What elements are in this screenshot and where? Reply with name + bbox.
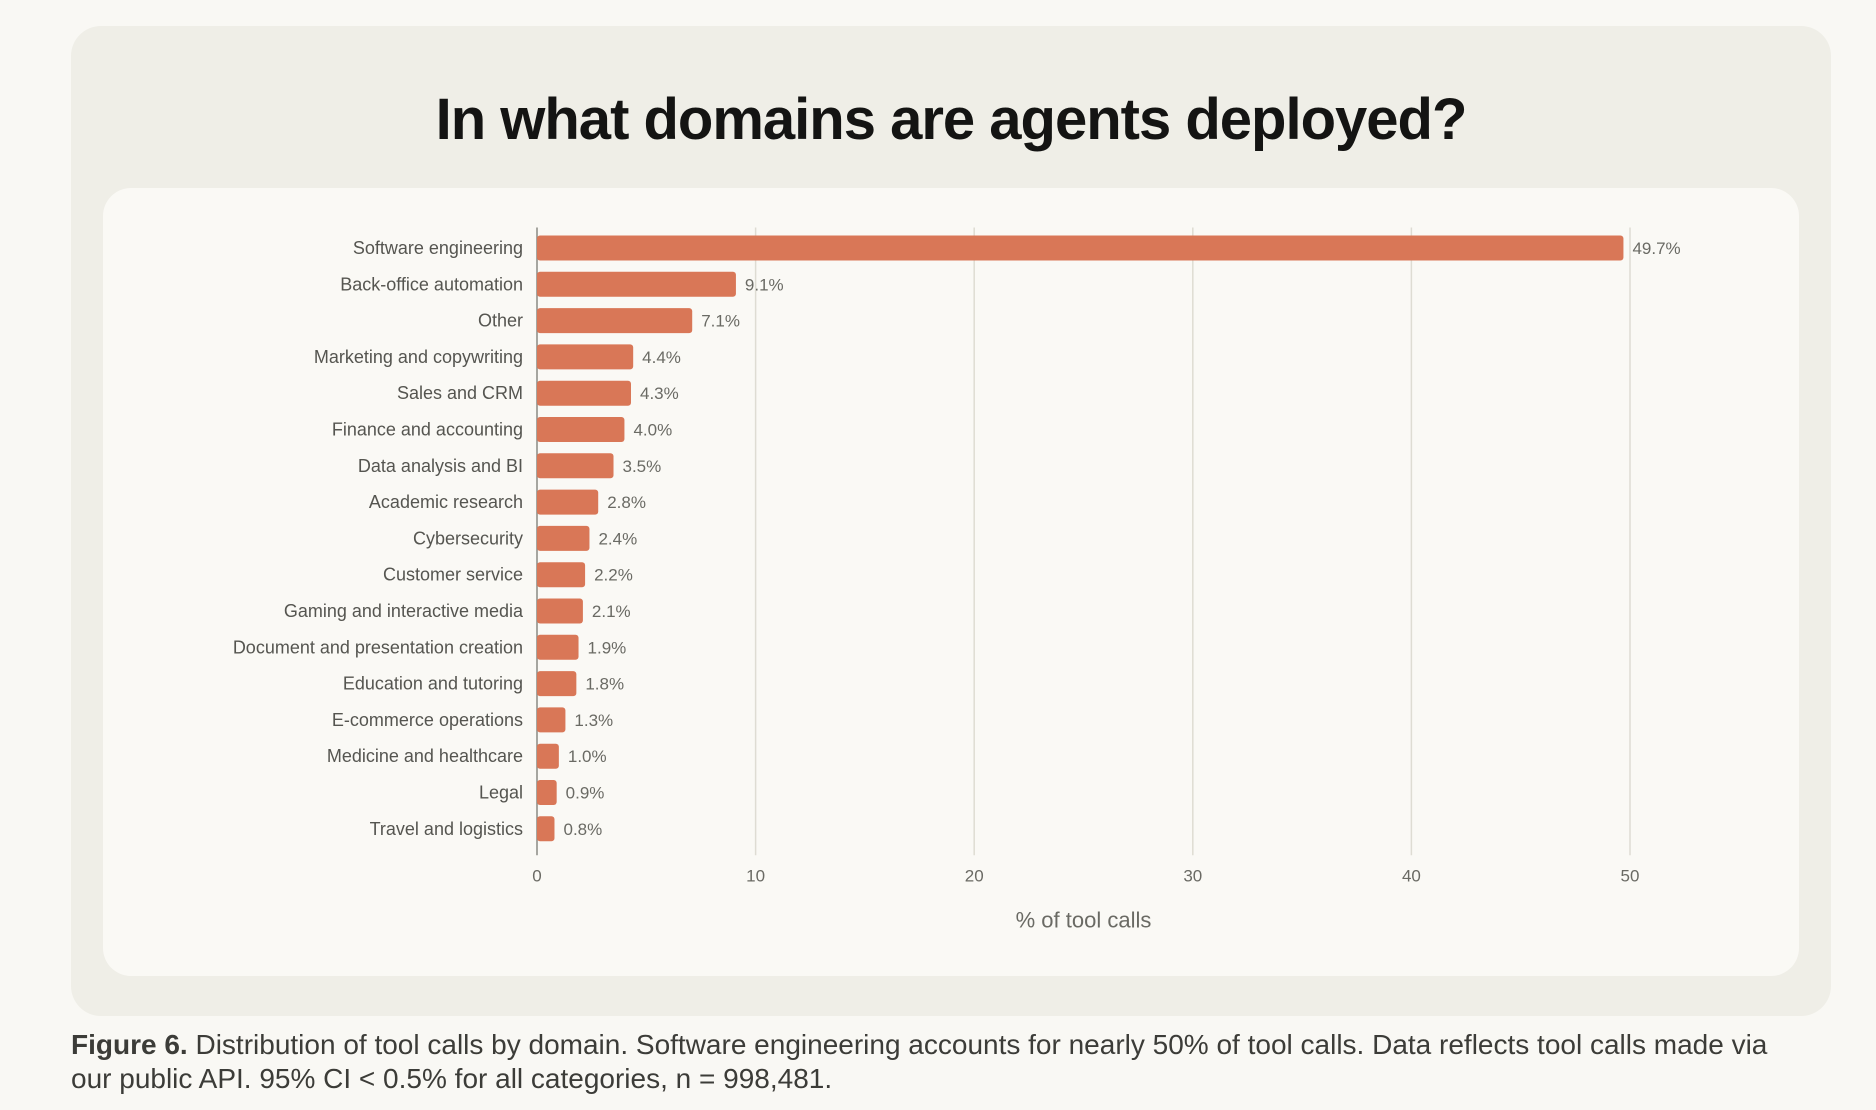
bar bbox=[537, 562, 586, 588]
value-label: 2.2% bbox=[594, 566, 633, 585]
category-label: E-commerce operations bbox=[332, 710, 523, 730]
value-label: 2.1% bbox=[592, 602, 631, 621]
value-label: 4.4% bbox=[642, 348, 681, 367]
category-label: Education and tutoring bbox=[343, 674, 523, 694]
value-label: 0.9% bbox=[566, 784, 605, 803]
category-label: Academic research bbox=[369, 492, 523, 512]
x-tick-label: 0 bbox=[532, 866, 541, 885]
bar bbox=[537, 743, 559, 769]
bar bbox=[537, 525, 590, 551]
value-label: 4.0% bbox=[633, 421, 672, 440]
value-label: 2.8% bbox=[607, 493, 646, 512]
caption-text: Distribution of tool calls by domain. So… bbox=[71, 1029, 1768, 1094]
bar bbox=[537, 671, 577, 697]
category-label: Marketing and copywriting bbox=[314, 347, 523, 367]
value-label: 1.0% bbox=[568, 747, 607, 766]
category-label: Sales and CRM bbox=[397, 383, 523, 403]
labels: 0 10 20 30 40 50 Software engineering 49.7% Back… bbox=[233, 238, 1681, 885]
bar bbox=[537, 417, 625, 442]
chart-card: 0 10 20 30 40 50 Software engineering 49.7% Back… bbox=[103, 188, 1799, 976]
value-label: 49.7% bbox=[1632, 239, 1680, 258]
value-label: 1.9% bbox=[588, 638, 627, 657]
value-label: 9.1% bbox=[745, 275, 784, 294]
x-tick-label: 40 bbox=[1402, 866, 1421, 885]
category-label: Cybersecurity bbox=[413, 528, 523, 548]
x-axis-title: % of tool calls bbox=[1016, 907, 1152, 932]
value-label: 7.1% bbox=[701, 312, 740, 331]
value-label: 1.3% bbox=[574, 711, 613, 730]
value-label: 2.4% bbox=[598, 529, 637, 548]
category-label: Back-office automation bbox=[340, 274, 523, 294]
value-label: 4.3% bbox=[640, 384, 679, 403]
chart-title: In what domains are agents deployed? bbox=[435, 87, 1468, 152]
x-tick-label: 10 bbox=[746, 866, 765, 885]
bar bbox=[537, 634, 579, 660]
category-label: Customer service bbox=[383, 565, 523, 585]
caption-label: Figure 6. bbox=[71, 1029, 188, 1060]
chart-panel: In what domains are agents deployed? 0 10… bbox=[71, 26, 1831, 1016]
category-label: Data analysis and BI bbox=[358, 456, 523, 476]
x-tick-label: 50 bbox=[1621, 866, 1640, 885]
category-label: Software engineering bbox=[353, 238, 523, 258]
category-label: Finance and accounting bbox=[332, 420, 523, 440]
bar bbox=[537, 780, 557, 805]
category-label: Gaming and interactive media bbox=[284, 601, 524, 621]
bar bbox=[537, 380, 631, 406]
bar bbox=[537, 271, 736, 297]
value-label: 0.8% bbox=[563, 820, 602, 839]
bar-chart: 0 10 20 30 40 50 Software engineering 49.7% Back… bbox=[233, 227, 1681, 932]
bars bbox=[537, 235, 1624, 842]
bar bbox=[537, 344, 634, 370]
x-tick-label: 30 bbox=[1183, 866, 1202, 885]
category-label: Document and presentation creation bbox=[233, 637, 523, 657]
figure-caption: Figure 6. Distribution of tool calls by … bbox=[71, 1028, 1811, 1096]
bar bbox=[537, 489, 599, 515]
value-label: 1.8% bbox=[585, 675, 624, 694]
value-label: 3.5% bbox=[623, 457, 662, 476]
category-label: Medicine and healthcare bbox=[327, 746, 523, 766]
category-label: Travel and logistics bbox=[370, 819, 523, 839]
bar bbox=[537, 816, 555, 842]
bar bbox=[537, 308, 693, 334]
bar bbox=[537, 235, 1624, 261]
x-tick-label: 20 bbox=[965, 866, 984, 885]
category-label: Other bbox=[478, 311, 523, 331]
bar bbox=[537, 707, 566, 733]
category-label: Legal bbox=[479, 783, 523, 803]
bar bbox=[537, 598, 583, 624]
bar bbox=[537, 453, 614, 479]
